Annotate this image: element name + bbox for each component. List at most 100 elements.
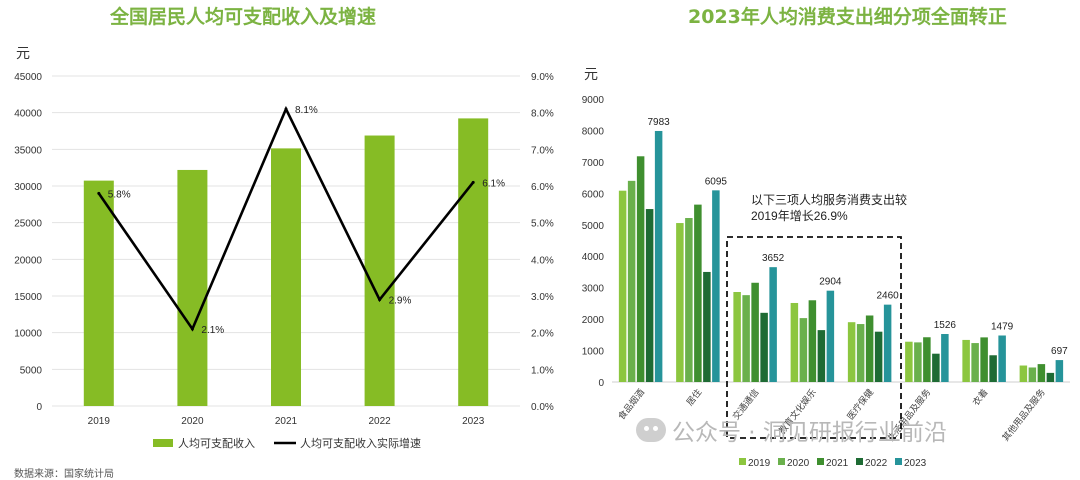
consumption-bar	[1028, 367, 1037, 382]
y2-tick-label: 4.0%	[531, 255, 554, 266]
consumption-bar	[817, 330, 826, 382]
y-tick-label: 6000	[582, 189, 605, 200]
consumption-bar	[998, 335, 1006, 382]
y-tick-label: 30000	[14, 182, 42, 193]
consumption-bar	[941, 334, 949, 382]
consumption-bar	[808, 300, 817, 382]
legend-label: 2020	[787, 458, 810, 469]
y-tick-label: 8000	[582, 126, 605, 137]
y-tick-label: 5000	[20, 365, 43, 376]
consumption-bar	[856, 324, 865, 382]
value-label: 6095	[705, 176, 728, 187]
consumption-bar	[694, 204, 702, 382]
x-tick-label: 2021	[275, 416, 298, 427]
x-tick-label: 2019	[88, 416, 111, 427]
consumption-bar	[751, 282, 759, 382]
growth-point	[471, 180, 475, 184]
legend-swatch	[739, 458, 746, 465]
y-tick-label: 40000	[14, 109, 42, 120]
consumption-bar	[676, 223, 684, 382]
consumption-bar	[874, 331, 883, 382]
y-tick-label: 10000	[14, 329, 42, 340]
consumption-bar	[799, 318, 808, 382]
y-tick-label: 20000	[14, 255, 42, 266]
value-label: 2460	[877, 291, 900, 302]
y-tick-label: 0	[36, 402, 42, 413]
growth-data-label: 8.1%	[295, 105, 318, 116]
y2-tick-label: 6.0%	[531, 182, 554, 193]
value-label: 1479	[991, 321, 1014, 332]
growth-data-label: 2.1%	[201, 325, 224, 336]
value-label: 3652	[762, 253, 785, 264]
y-tick-label: 7000	[582, 158, 605, 169]
y-unit-label: 元	[584, 66, 598, 82]
y-tick-label: 45000	[14, 72, 42, 83]
x-tick-label: 2022	[368, 416, 391, 427]
legend-label: 2022	[865, 458, 888, 469]
x-tick-label: 衣着	[970, 386, 990, 407]
x-tick-label: 其他用品及服务	[999, 386, 1046, 442]
legend-swatch	[817, 458, 824, 465]
y-tick-label: 35000	[14, 145, 42, 156]
chart-title-income: 全国居民人均可支配收入及增速	[110, 6, 377, 28]
income-bar	[458, 118, 489, 406]
consumption-bar	[826, 290, 835, 382]
annotation-dashed-box	[726, 236, 902, 439]
legend-swatch	[895, 458, 902, 465]
watermark: 公众号 · 洞见研报行业前沿	[636, 413, 947, 447]
y-tick-label: 3000	[582, 284, 605, 295]
consumption-bar	[1037, 364, 1046, 382]
y-tick-label: 0	[598, 378, 604, 389]
growth-data-label: 2.9%	[389, 296, 412, 307]
consumption-bar	[1046, 372, 1055, 382]
chart-title-consumption: 2023年人均消费支出细分项全面转正	[688, 6, 1007, 28]
legend-swatch	[778, 458, 785, 465]
y2-tick-label: 9.0%	[531, 72, 554, 83]
y2-tick-label: 3.0%	[531, 292, 554, 303]
x-tick-label: 2023	[462, 416, 485, 427]
consumption-bar	[962, 339, 970, 382]
income-bar	[271, 148, 301, 407]
y-tick-label: 5000	[582, 221, 605, 232]
consumption-bar	[914, 342, 922, 382]
consumption-bar	[865, 315, 874, 382]
value-label: 7983	[648, 117, 671, 128]
growth-point	[190, 327, 194, 331]
growth-point	[378, 298, 382, 302]
value-label: 1526	[934, 320, 957, 331]
annotation-line-1: 以下三项人均服务消费支出较	[751, 192, 907, 207]
legend-label-income: 人均可支配收入	[178, 436, 255, 450]
growth-data-label: 6.1%	[482, 178, 505, 189]
consumption-bar	[769, 267, 777, 382]
consumption-bar	[733, 292, 741, 382]
consumption-bar	[790, 302, 799, 382]
consumption-bar	[980, 337, 988, 382]
consumption-bar	[971, 343, 979, 382]
annotation-line-2: 2019年增长26.9%	[751, 209, 848, 223]
watermark-text: 公众号 · 洞见研报行业前沿	[672, 420, 947, 446]
y-tick-label: 25000	[14, 219, 42, 230]
consumption-bar	[618, 190, 627, 382]
income-bar	[83, 180, 114, 406]
x-tick-label: 居住	[684, 386, 704, 407]
value-label: 2904	[819, 277, 842, 288]
consumption-bar	[1055, 360, 1064, 382]
consumption-bar	[1019, 365, 1028, 382]
consumption-bar	[742, 295, 750, 382]
growth-point	[97, 191, 101, 195]
legend-label: 2023	[904, 458, 927, 469]
consumption-bar	[685, 218, 693, 382]
consumption-bar	[932, 353, 940, 382]
y2-tick-label: 5.0%	[531, 219, 554, 230]
y2-tick-label: 1.0%	[531, 365, 554, 376]
growth-point	[284, 107, 288, 111]
y2-tick-label: 7.0%	[531, 145, 554, 156]
y2-tick-label: 8.0%	[531, 109, 554, 120]
consumption-bar	[883, 304, 892, 382]
wechat-icon	[636, 418, 666, 442]
consumption-bar	[847, 322, 856, 382]
legend-label: 2019	[748, 458, 771, 469]
consumption-bar	[989, 355, 997, 382]
consumption-bar	[905, 341, 913, 382]
